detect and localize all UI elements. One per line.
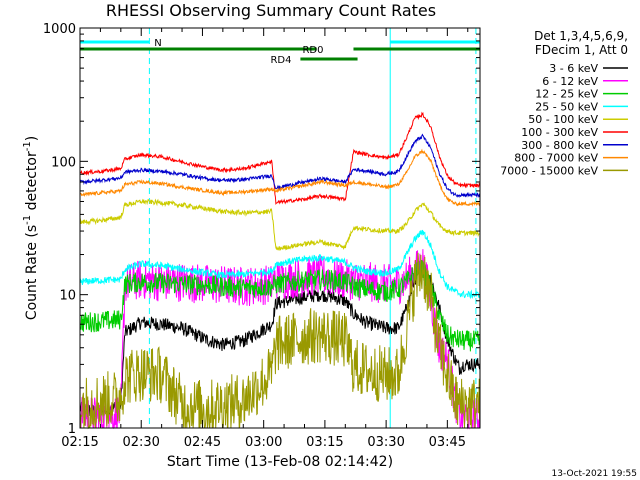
x-axis: 02:15 02:30 02:45 03:00 03:15 03:30 03:45 <box>61 28 469 450</box>
footer-date: 13-Oct-2021 19:55 <box>552 469 637 479</box>
x-tick-label: 03:45 <box>429 435 466 450</box>
x-tick-label: 03:15 <box>306 435 343 450</box>
y-axis-label: Count Rate (s-1 detector-1) <box>22 136 40 320</box>
legend-label: 12 - 25 keV <box>535 88 598 101</box>
y-axis-label-main: Count Rate (s <box>24 225 40 320</box>
x-tick-label: 02:45 <box>184 435 221 450</box>
y-tick-label: 1 <box>68 422 76 437</box>
plot-frame <box>79 27 481 429</box>
y-axis-label-end: ) <box>24 136 40 141</box>
y-axis: 1 10 100 1000 <box>43 22 480 437</box>
series-line <box>79 249 481 430</box>
x-axis-label: Start Time (13-Feb-08 02:14:42) <box>167 454 393 470</box>
legend-header-2: FDecim 1, Att 0 <box>535 43 628 57</box>
legend-label: 100 - 300 keV <box>521 126 598 139</box>
series-line <box>79 133 481 199</box>
flag-bars: N RD0 RD4 <box>80 38 480 66</box>
x-tick-label: 03:00 <box>245 435 282 450</box>
series-line <box>79 252 481 430</box>
y-tick-label: 1000 <box>43 22 76 37</box>
y-axis-label-mid: detector <box>24 151 40 215</box>
chart-title: RHESSI Observing Summary Count Rates <box>106 1 436 20</box>
legend-label: 6 - 12 keV <box>542 75 598 88</box>
x-tick-label: 02:30 <box>122 435 159 450</box>
flag-label-rd0: RD0 <box>302 45 323 56</box>
legend-label: 50 - 100 keV <box>528 113 598 126</box>
flag-label-n: N <box>154 38 161 49</box>
y-tick-label: 100 <box>51 155 76 170</box>
legend-label: 3 - 6 keV <box>549 62 598 75</box>
series-line <box>80 148 481 207</box>
y-axis-label-sup1: -1 <box>22 215 33 225</box>
legend-label: 800 - 7000 keV <box>514 152 598 165</box>
legend-label: 300 - 800 keV <box>521 139 598 152</box>
series-line <box>79 111 481 205</box>
x-tick-label: 02:15 <box>61 435 98 450</box>
series-line <box>79 198 481 251</box>
x-tick-label: 03:30 <box>367 435 404 450</box>
series-group <box>79 111 481 430</box>
legend: Det 1,3,4,5,6,9, FDecim 1, Att 0 3 - 6 k… <box>500 29 628 177</box>
flag-label-rd4: RD4 <box>270 55 291 66</box>
y-axis-label-sup2: -1 <box>22 141 33 151</box>
series-line <box>79 260 481 352</box>
series-line <box>79 229 481 300</box>
y-tick-label: 10 <box>59 289 76 304</box>
legend-label: 7000 - 15000 keV <box>500 164 598 177</box>
legend-label: 25 - 50 keV <box>535 100 598 113</box>
legend-header-1: Det 1,3,4,5,6,9, <box>534 29 628 43</box>
